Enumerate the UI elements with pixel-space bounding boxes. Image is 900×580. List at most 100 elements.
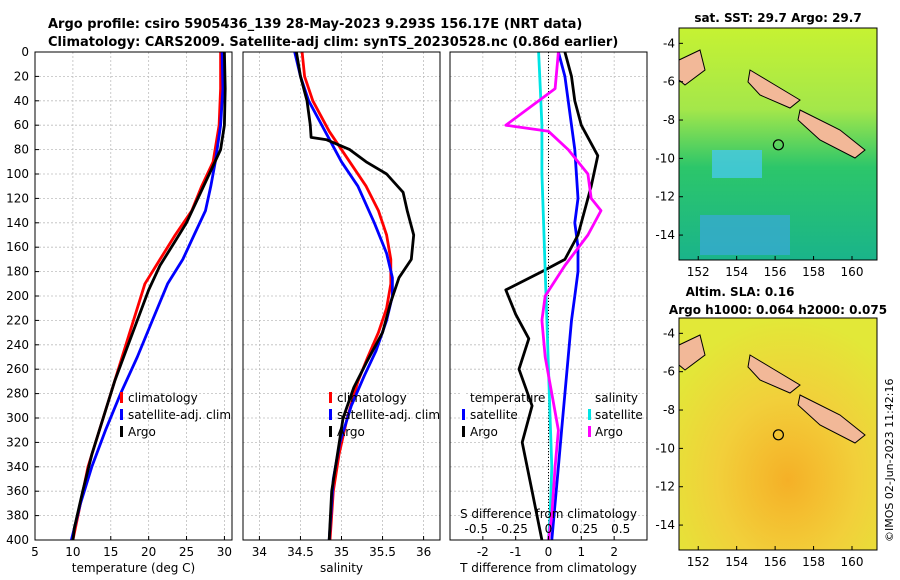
map-y-tick-label: -8 (663, 403, 675, 417)
map-x-tick-label: 160 (841, 555, 864, 569)
y-tick-label: 240 (6, 338, 29, 352)
x-tick-label: -1 (510, 545, 522, 559)
y-tick-label: 380 (6, 509, 29, 523)
map-x-tick-label: 158 (802, 555, 825, 569)
legend-swatch (329, 426, 332, 437)
x-tick-label: 35.5 (369, 545, 396, 559)
y-tick-label: 320 (6, 435, 29, 449)
x-tick-label: 15 (103, 545, 118, 559)
map-y-tick-label: -6 (663, 75, 675, 89)
series-line-satellite-adj-clim (70, 51, 225, 541)
map-y-tick-label: -10 (655, 441, 675, 455)
sst-land (747, 69, 801, 109)
sla-map-title: Altim. SLA: 0.16 (686, 285, 795, 299)
x-tick-label: 36 (416, 545, 431, 559)
legend-swatch (120, 392, 123, 403)
legend-swatch-t (462, 409, 465, 420)
y-tick-label: 100 (6, 167, 29, 181)
map-x-tick-label: 152 (687, 555, 710, 569)
x-tick-label: 1 (578, 545, 586, 559)
top-tick-label: -0.5 (465, 522, 488, 536)
sla-map-axes: 152 154 156 158 160 -4 -6 -8 -10 -12 -14 (655, 326, 863, 569)
series-line-satellite-adj-clim (293, 51, 394, 541)
map-y-tick-label: -10 (655, 151, 675, 165)
map-x-tick-label: 152 (687, 265, 710, 279)
x-axis-label: T difference from climatology (459, 561, 637, 575)
legend-swatch-s (588, 409, 591, 420)
map-y-tick-label: -4 (663, 36, 675, 50)
sla-map: Altim. SLA: 0.16 Argo h1000: 0.064 h2000… (655, 285, 887, 569)
legend-label-t: temperature (470, 391, 545, 405)
y-tick-label: 120 (6, 191, 29, 205)
credit-label: ©IMOS 02-Jun-2023 11:42:16 (883, 378, 896, 542)
map-y-tick-label: -4 (663, 326, 675, 340)
map-y-tick-label: -12 (655, 190, 675, 204)
map-x-tick-label: 154 (725, 265, 748, 279)
x-tick-label: -2 (477, 545, 489, 559)
legend-label-t: Argo (470, 425, 498, 439)
y-tick-label: 280 (6, 387, 29, 401)
legend-label: Argo (128, 425, 156, 439)
top-tick-label: 0.5 (611, 522, 630, 536)
legend-label: Argo (337, 425, 365, 439)
sst-map-title: sat. SST: 29.7 Argo: 29.7 (694, 11, 861, 25)
map-x-tick-label: 156 (764, 265, 787, 279)
y-tick-label: 160 (6, 240, 29, 254)
map-y-tick-label: -14 (655, 228, 675, 242)
y-tick-label: 340 (6, 460, 29, 474)
legend-label-s: Argo (595, 425, 623, 439)
sst-land (678, 49, 706, 86)
y-tick-label: 60 (14, 118, 29, 132)
x-tick-label: 5 (31, 545, 39, 559)
sst-map-axes: 152 154 156 158 160 -4 -6 -8 -10 -12 -14 (655, 36, 863, 279)
difference-panel: -2 -1 0 1 2 T difference from climatology temp… (449, 51, 648, 575)
temperature-panel: 5 10 15 20 25 30 temperature (deg C) 0 20 40 60 80 1… (6, 45, 233, 575)
map-y-tick-label: -14 (655, 518, 675, 532)
argo-location-marker (772, 429, 785, 441)
legend-swatch (120, 426, 123, 437)
y-tick-label: 80 (14, 143, 29, 157)
salinity-panel: 34 34.5 35 35.5 36 salinity climatology satelli… (242, 51, 441, 575)
y-tick-label: 40 (14, 94, 29, 108)
x-tick-label: 25 (179, 545, 194, 559)
map-x-tick-label: 160 (841, 265, 864, 279)
sst-cool-patch-south (700, 215, 790, 255)
map-x-tick-label: 156 (764, 555, 787, 569)
title-line1: Argo profile: csiro 5905436_139 28-May-2… (48, 17, 582, 32)
top-tick-label: 0.25 (571, 522, 598, 536)
x-tick-label: 2 (610, 545, 618, 559)
legend-label: climatology (337, 391, 407, 405)
x-tick-label: 34 (252, 545, 267, 559)
sla-map-subtitle: Argo h1000: 0.064 h2000: 0.075 (669, 303, 887, 317)
series-line-t-satellite (550, 51, 580, 541)
series-line-argo (71, 51, 227, 541)
y-tick-label: 300 (6, 411, 29, 425)
series-line-s-argo (504, 51, 603, 541)
x-tick-label: 30 (217, 545, 232, 559)
legend-swatch-t (462, 392, 465, 403)
sst-map: sat. SST: 29.7 Argo: 29.7 152 154 156 158 16… (655, 11, 878, 279)
x-tick-label: 34.5 (287, 545, 314, 559)
legend-swatch (329, 409, 332, 420)
sla-land (797, 394, 866, 444)
top-tick-label: 0 (545, 522, 553, 536)
map-x-tick-label: 154 (725, 555, 748, 569)
title-line2: Climatology: CARS2009. Satellite-adj cli… (48, 35, 618, 50)
x-tick-label: 10 (65, 545, 80, 559)
x-tick-label: 0 (545, 545, 553, 559)
legend-label-s: salinity (595, 391, 638, 405)
y-tick-label: 360 (6, 484, 29, 498)
legend-swatch-t (462, 426, 465, 437)
sla-land (747, 354, 801, 394)
y-tick-label: 260 (6, 362, 29, 376)
y-tick-label: 400 (6, 533, 29, 547)
x-tick-label: 20 (141, 545, 156, 559)
legend-swatch-s (588, 426, 591, 437)
map-y-tick-label: -8 (663, 113, 675, 127)
y-tick-label: 0 (21, 45, 29, 59)
legend-label: satellite-adj. clim (128, 408, 231, 422)
sla-land (678, 334, 706, 371)
legend-swatch-s (588, 392, 591, 403)
sst-land (797, 109, 866, 159)
